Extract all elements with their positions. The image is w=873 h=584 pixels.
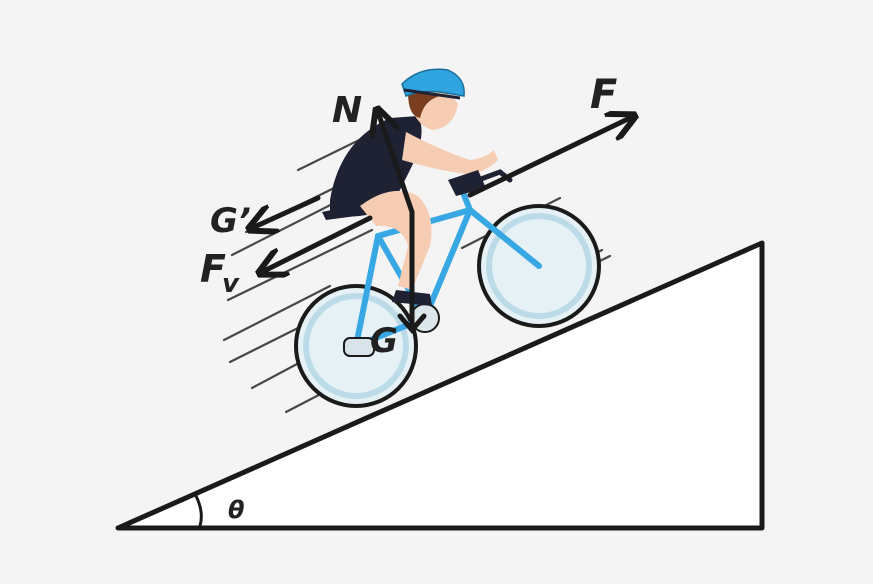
label-gravity-component: G’	[210, 201, 251, 241]
normal-force-arrow	[378, 112, 415, 215]
gravity-component-arrow	[252, 195, 321, 228]
label-normal-force: N	[332, 90, 362, 131]
incline-triangle	[115, 240, 765, 531]
label-incline-angle: θ	[228, 496, 245, 524]
label-friction-subscript: v	[222, 269, 240, 299]
friction-force-arrow	[262, 215, 373, 272]
label-friction-force: F	[200, 247, 226, 291]
applied-force-arrow	[467, 117, 632, 198]
label-gravity: G	[370, 321, 398, 361]
bicycle	[294, 169, 601, 408]
label-applied-force: F	[590, 72, 617, 118]
force-arrows	[252, 112, 632, 334]
angle-arc	[194, 495, 203, 527]
